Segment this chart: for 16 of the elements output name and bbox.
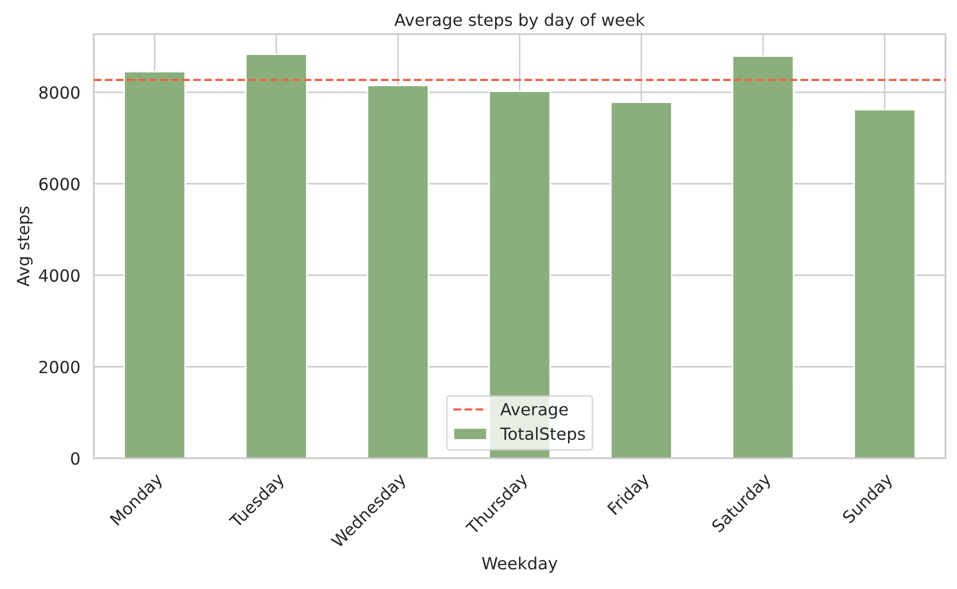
y-tick-label: 2000 xyxy=(39,360,80,374)
y-tick-label: 4000 xyxy=(38,269,80,282)
y-tick-label: 0 xyxy=(71,452,80,465)
bar xyxy=(366,84,430,458)
bar xyxy=(610,102,672,458)
x-axis-title: Weekday xyxy=(482,556,558,573)
y-tick-label: 8000 xyxy=(39,86,80,99)
y-axis-title: Avg steps xyxy=(17,206,33,287)
legend-label: TotalSteps xyxy=(500,427,585,444)
bar xyxy=(124,70,186,458)
bar xyxy=(732,55,794,458)
chart-title: Average steps by day of week xyxy=(394,13,645,30)
bar xyxy=(245,54,308,458)
legend-label: Average xyxy=(500,403,568,419)
y-tick-label: 6000 xyxy=(39,178,80,190)
bar xyxy=(854,108,916,458)
